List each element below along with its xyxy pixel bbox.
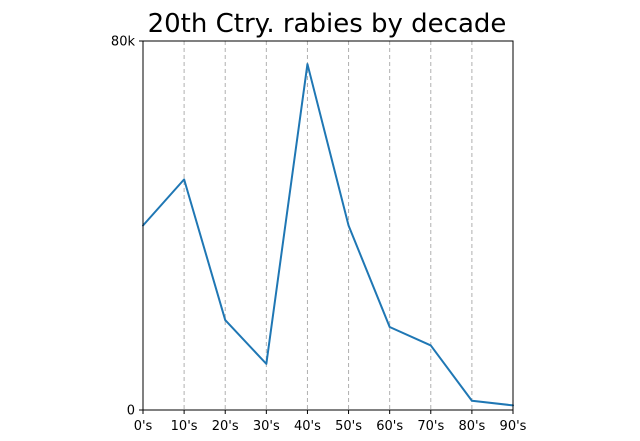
- series-line-0: [142, 63, 514, 407]
- x-tick-label: 50's: [335, 419, 362, 434]
- plot-frame: [142, 40, 514, 411]
- x-tick-label: 90's: [500, 419, 527, 434]
- y-tick-label: 0: [127, 404, 135, 419]
- x-tick-label: 30's: [253, 419, 280, 434]
- x-tick-label: 60's: [376, 419, 403, 434]
- x-tick-label: 10's: [171, 419, 198, 434]
- chart-title: 20th Ctry. rabies by decade: [148, 9, 507, 39]
- x-tick-label: 20's: [212, 419, 239, 434]
- x-tick-label: 80's: [458, 419, 485, 434]
- x-tick-label: 0's: [134, 419, 153, 434]
- x-tick-label: 70's: [417, 419, 444, 434]
- x-tick-label: 40's: [294, 419, 321, 434]
- x-axis: 0's 10's 20's 30's 40's 50's 60's 70's 80's 90's: [134, 410, 527, 434]
- y-axis: 0 80k: [111, 35, 143, 419]
- y-tick-label: 80k: [111, 35, 136, 50]
- series-layer: [142, 63, 514, 407]
